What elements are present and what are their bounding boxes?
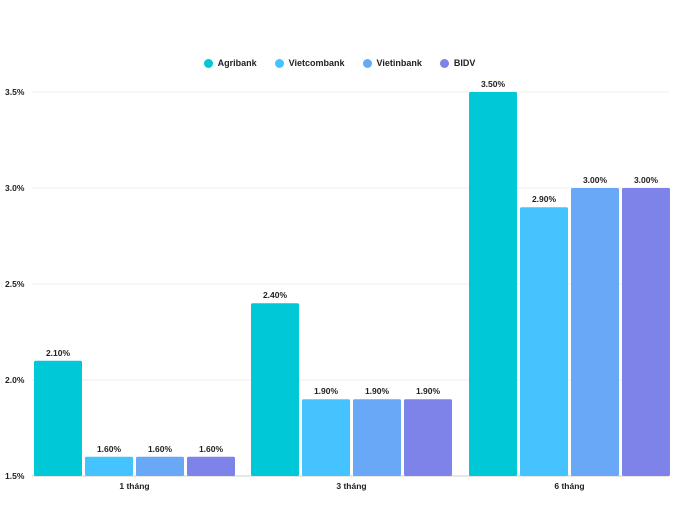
- data-label: 2.10%: [46, 348, 71, 358]
- data-label: 2.40%: [263, 290, 288, 300]
- legend-label: BIDV: [453, 58, 476, 68]
- x-tick-label: 3 tháng: [336, 481, 366, 491]
- data-label: 1.90%: [365, 386, 390, 396]
- x-tick-label: 6 tháng: [554, 481, 584, 491]
- y-tick-label: 3.5%: [5, 87, 25, 97]
- data-label: 3.50%: [481, 79, 506, 89]
- bar-bidv-2: [404, 399, 452, 476]
- legend-item-vietinbank[interactable]: Vietinbank: [362, 58, 422, 68]
- legend-swatch: [439, 58, 449, 68]
- bar-bidv-1: [187, 456, 235, 476]
- bar-agribank-3: [469, 92, 517, 476]
- bar-vietinbank-1: [136, 456, 184, 476]
- data-label: 3.00%: [583, 175, 608, 185]
- legend-item-agribank[interactable]: Agribank: [203, 58, 257, 68]
- legend-swatch: [203, 58, 213, 68]
- legend-label: Vietinbank: [376, 58, 422, 68]
- legend-label: Agribank: [217, 58, 257, 68]
- data-label: 2.90%: [532, 194, 557, 204]
- data-label: 1.90%: [314, 386, 339, 396]
- bar-agribank-2: [251, 303, 299, 476]
- bar-vietinbank-2: [353, 399, 401, 476]
- legend-swatch: [274, 58, 284, 68]
- y-tick-label: 3.0%: [5, 183, 25, 193]
- bar-vietcombank-3: [520, 207, 568, 476]
- bar-vietinbank-3: [571, 188, 619, 476]
- bar-bidv-3: [622, 188, 670, 476]
- y-tick-label: 2.0%: [5, 375, 25, 385]
- bar-vietcombank-2: [302, 399, 350, 476]
- bar-agribank-1: [34, 360, 82, 476]
- legend-item-bidv[interactable]: BIDV: [439, 58, 476, 68]
- data-label: 1.60%: [199, 444, 224, 454]
- data-label: 1.60%: [97, 444, 122, 454]
- legend-swatch: [362, 58, 372, 68]
- legend: Agribank Vietcombank Vietinbank BIDV: [0, 58, 679, 68]
- legend-item-vietcombank[interactable]: Vietcombank: [274, 58, 345, 68]
- data-label: 1.60%: [148, 444, 173, 454]
- x-tick-label: 1 tháng: [119, 481, 149, 491]
- y-tick-label: 1.5%: [5, 471, 25, 481]
- data-label: 3.00%: [634, 175, 659, 185]
- data-label: 1.90%: [416, 386, 441, 396]
- legend-label: Vietcombank: [288, 58, 345, 68]
- bar-vietcombank-1: [85, 456, 133, 476]
- y-tick-label: 2.5%: [5, 279, 25, 289]
